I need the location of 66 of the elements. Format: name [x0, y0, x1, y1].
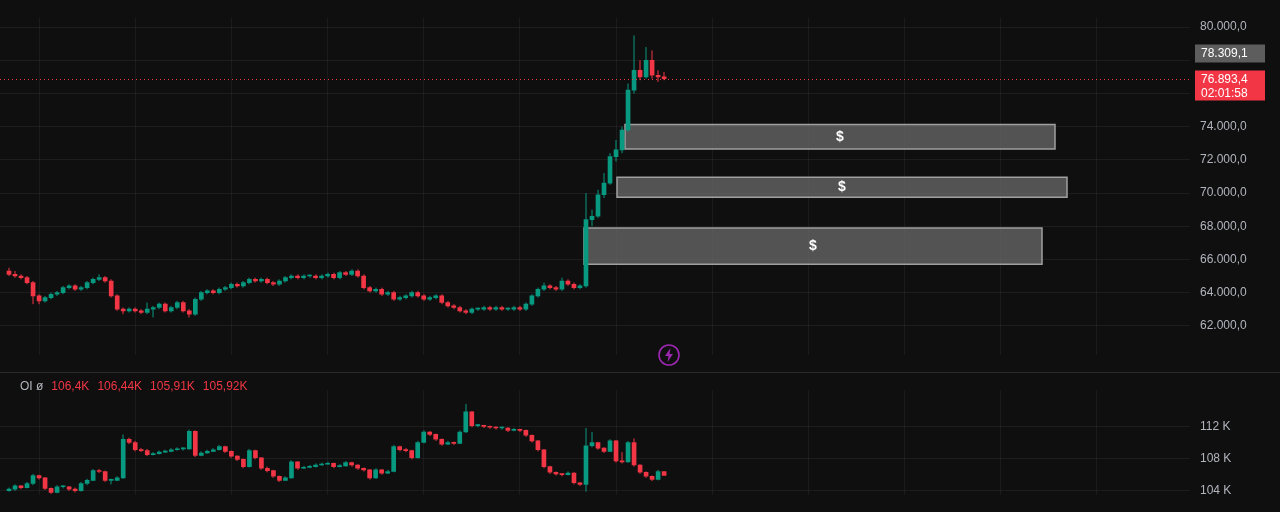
candlestick — [487, 305, 493, 312]
y-tick-label: 108 K — [1200, 450, 1232, 465]
candlestick — [355, 268, 360, 279]
candlestick — [180, 300, 186, 313]
candlestick — [349, 268, 354, 277]
candlestick — [379, 287, 384, 297]
candlestick — [409, 290, 415, 299]
candlestick — [108, 278, 114, 299]
annotation: 106,4K — [51, 379, 90, 393]
candlestick — [126, 307, 132, 313]
candlestick — [162, 302, 168, 313]
y-tick-label: 62.000,0 — [1200, 318, 1248, 333]
y-tick-label: 80.000,0 — [1200, 19, 1248, 34]
candlestick — [301, 273, 306, 280]
y-tick-label: 112 K — [1200, 418, 1231, 433]
candlestick — [283, 475, 288, 481]
candlestick — [331, 272, 336, 280]
candlestick — [457, 429, 463, 444]
candlestick — [415, 290, 421, 299]
y-tick-label: 74.000,0 — [1200, 119, 1248, 133]
candlestick — [349, 462, 354, 468]
band-label: $ — [838, 178, 847, 195]
candlestick — [319, 273, 324, 280]
band-label: $ — [809, 236, 818, 253]
candlestick — [367, 469, 372, 481]
y-tick-label: 70.000,0 — [1200, 185, 1248, 200]
annotation: 105,91K — [150, 379, 195, 393]
candlestick — [277, 278, 282, 287]
y-tick-label: 64.000,0 — [1200, 284, 1248, 299]
candlestick — [193, 430, 198, 458]
candlestick — [211, 288, 216, 295]
text: 78.309,1 — [1201, 45, 1249, 60]
candlestick — [253, 277, 258, 284]
candlestick — [463, 403, 469, 433]
candlestick — [325, 272, 330, 279]
candlestick — [247, 448, 252, 467]
ref-line-label: 76.893,4 — [1201, 71, 1249, 86]
candlestick — [132, 307, 138, 313]
candlestick — [102, 275, 108, 284]
annotation: 105,92K — [202, 379, 248, 393]
candlestick — [295, 273, 300, 280]
text: 02:01:58 — [1201, 85, 1249, 100]
candlestick — [295, 461, 300, 471]
candlestick — [313, 273, 318, 280]
candlestick — [199, 450, 204, 456]
candlestick — [421, 293, 427, 302]
candlestick — [469, 411, 475, 428]
candlestick — [235, 282, 240, 289]
candlestick — [373, 467, 378, 479]
y-tick-label: 104 K — [1200, 483, 1232, 498]
candlestick — [331, 463, 336, 469]
candlestick — [373, 287, 378, 294]
candlestick — [120, 433, 126, 479]
candlestick — [259, 277, 264, 284]
y-tick-label: 72.000,0 — [1200, 152, 1248, 167]
candlestick — [385, 290, 390, 297]
candlestick — [391, 290, 396, 302]
candlestick — [102, 471, 108, 483]
candlestick — [337, 270, 342, 280]
candlestick — [343, 270, 348, 277]
annotation: 106,44K — [97, 379, 143, 393]
y-tick-label: 68.000,0 — [1200, 218, 1248, 233]
candlestick — [289, 459, 294, 479]
chart-title: OI ø — [20, 379, 44, 393]
y-tick-label: 66.000,0 — [1200, 251, 1248, 266]
band-label: $ — [836, 127, 845, 144]
